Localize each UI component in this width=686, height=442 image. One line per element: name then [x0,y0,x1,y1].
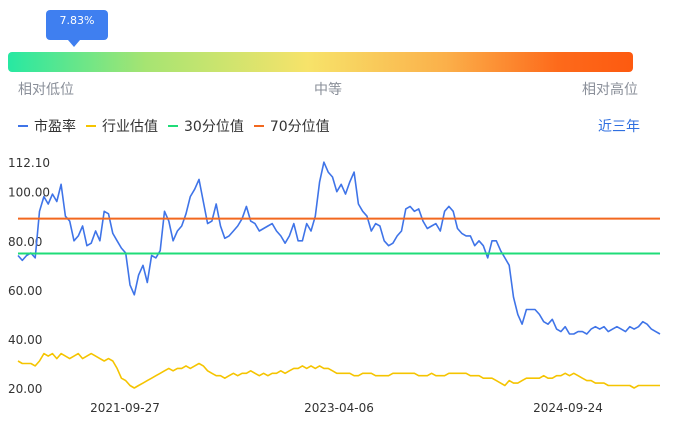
x-tick-label: 2021-09-27 [90,401,160,415]
series-line-pe [17,161,661,335]
y-tick-label: 112.10 [8,156,50,170]
legend-label-p30: 30分位值 [184,119,244,135]
legend-swatch-pe [18,125,28,127]
legend-swatch-p70 [253,125,264,127]
x-tick-label: 2023-04-06 [304,401,374,415]
range-selector[interactable]: 近三年 [598,119,640,135]
chart-legend: 市盈率 行业估值 30分位值 70分位值 [18,116,330,136]
legend-swatch-industry [86,125,96,127]
percentile-tooltip: 7.83% [46,10,108,47]
legend-label-industry: 行业估值 [102,119,158,135]
y-tick-label: 100.00 [8,186,50,200]
valuation-gradient-bar [8,52,633,72]
scale-low-label: 相对低位 [18,82,74,98]
y-tick-label: 20.00 [8,382,42,396]
legend-item-p70[interactable]: 70分位值 [253,116,330,136]
y-tick-label: 40.00 [8,333,42,347]
pe-chart: 112.10 100.00 80.00 60.00 40.00 20.00 2021-09-… [8,156,661,415]
scale-high-label: 相对高位 [582,82,638,98]
scale-mid-label: 中等 [314,82,342,98]
legend-item-pe[interactable]: 市盈率 [18,116,76,136]
y-tick-label: 80.00 [8,235,42,249]
legend-swatch-p30 [168,125,178,127]
legend-label-pe: 市盈率 [34,119,76,135]
legend-item-p30[interactable]: 30分位值 [168,116,244,136]
legend-label-p70: 70分位值 [269,119,330,135]
series-line-industry [17,352,660,389]
y-tick-label: 60.00 [8,284,42,298]
percentile-value: 7.83% [59,14,95,27]
legend-item-industry[interactable]: 行业估值 [86,116,158,136]
x-tick-label: 2024-09-24 [533,401,603,415]
